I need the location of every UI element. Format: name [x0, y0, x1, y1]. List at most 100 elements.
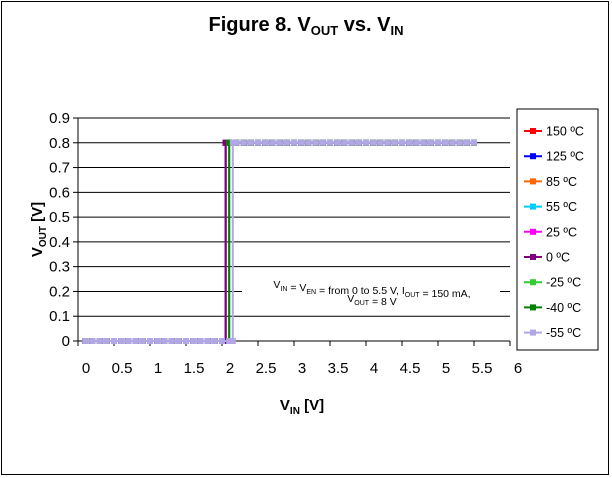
legend-item: -55 ºC	[524, 326, 581, 340]
legend-item: 125 ºC	[524, 150, 584, 164]
series-marker-8	[103, 338, 110, 344]
series-marker-8	[355, 139, 362, 146]
annotation-line-1: VIN = VEN = from 0 to 5.5 V, IOUT = 150 …	[273, 279, 470, 300]
legend-swatch-marker	[530, 329, 536, 336]
x-tick-label: 0.5	[112, 360, 133, 377]
series-marker-8	[262, 139, 269, 146]
y-tick-label: 0.6	[49, 184, 70, 201]
y-tick-label: 0.3	[49, 259, 70, 276]
y-tick-label: 0.2	[49, 283, 70, 300]
series-marker-8	[139, 338, 146, 344]
series-marker-8	[348, 139, 355, 146]
x-tick-label: 0	[82, 360, 90, 377]
x-tick-label: 4	[370, 360, 378, 377]
series-marker-8	[125, 338, 132, 344]
series-marker-8	[420, 139, 427, 146]
series-marker-8	[247, 139, 254, 146]
figure-title-mid: vs. V	[338, 14, 391, 36]
series-marker-8	[442, 139, 449, 146]
series-marker-8	[276, 139, 283, 146]
y-tick-label: 0.4	[49, 234, 70, 251]
x-tick-label: 2.5	[256, 360, 277, 377]
legend-item: -40 ºC	[524, 301, 581, 315]
legend-swatch-marker	[530, 153, 536, 160]
series-marker-8	[219, 338, 225, 344]
series-marker-8	[211, 338, 218, 344]
series-marker-8	[463, 139, 470, 146]
legend-swatch-marker	[530, 178, 536, 185]
legend-swatch-marker	[530, 279, 536, 286]
series-marker-8	[111, 338, 117, 344]
x-tick-label: 3.5	[328, 360, 349, 377]
legend: 150 ºC 125 ºC 85 ºC 55 ºC 25 ºC 0 ºC -25 ºC -40…	[516, 108, 599, 351]
series-marker-8	[319, 139, 326, 146]
series-marker-8	[341, 139, 348, 146]
series-marker-8	[283, 139, 290, 146]
legend-swatch-marker	[530, 254, 536, 260]
legend-label: 150 ºC	[546, 125, 584, 139]
y-tick-labels: 0 0.1 0.2 0.3 0.4 0.5 0.6 0.7 0.8 0.9	[49, 110, 70, 350]
legend-swatch-marker	[530, 128, 536, 134]
legend-item: 55 ºC	[524, 200, 577, 214]
series-marker-8	[269, 139, 276, 146]
series-marker-8	[449, 139, 456, 146]
x-tick-label: 3	[298, 360, 306, 377]
series-marker-8	[240, 139, 247, 146]
x-tick-label: 1	[154, 360, 162, 377]
legend-item: 25 ºC	[524, 225, 577, 239]
series-marker-8	[334, 139, 341, 146]
annotation-line-2: VOUT = 8 V	[347, 293, 397, 308]
legend-label: 125 ºC	[546, 150, 584, 164]
series-marker-8	[255, 139, 261, 146]
axes	[77, 118, 511, 346]
figure-title-sub-out: OUT	[310, 23, 339, 38]
series-marker-8	[132, 338, 139, 344]
legend-item: -25 ºC	[524, 276, 581, 290]
annotation-background	[242, 276, 500, 308]
legend-item: 85 ºC	[524, 175, 577, 189]
series-marker-8	[298, 139, 305, 146]
legend-swatch-marker	[530, 203, 536, 210]
legend-label: 0 ºC	[546, 251, 570, 265]
y-tick-label: 0.5	[49, 209, 70, 226]
x-tick-label: 4.5	[400, 360, 421, 377]
series-marker-8	[471, 139, 477, 146]
series-marker-8	[391, 139, 398, 146]
x-tick-label: 2	[226, 360, 234, 377]
series-marker-8	[226, 338, 233, 344]
series-marker-8	[229, 139, 236, 146]
figure-title-main: Figure 8. V	[208, 14, 311, 36]
series-marker-8	[82, 338, 89, 344]
legend-swatch-marker	[530, 228, 536, 235]
y-tick-label: 0	[62, 333, 70, 350]
series-marker-8	[96, 338, 103, 344]
series-marker-8	[233, 139, 240, 146]
annotation-box: VIN = VEN = from 0 to 5.5 V, IOUT = 150 …	[242, 276, 500, 308]
series-marker-8	[399, 139, 405, 146]
x-axis-title: VIN [V]	[280, 397, 324, 417]
series-marker-8	[183, 338, 189, 344]
legend-label: -55 ºC	[546, 326, 581, 340]
legend-label: 25 ºC	[546, 225, 577, 239]
legend-item: 150 ºC	[524, 125, 584, 139]
series-marker-8	[154, 338, 161, 344]
series-marker-8	[384, 139, 391, 146]
x-tick-label: 1.5	[184, 360, 205, 377]
y-axis-title: VOUT [V]	[29, 202, 49, 257]
series-marker-8	[147, 338, 153, 344]
series-marker-8	[370, 139, 377, 146]
series-marker-8	[175, 338, 182, 344]
y-tick-label: 0.1	[49, 308, 70, 325]
grid-lines	[73, 117, 510, 342]
y-tick-label: 0.7	[49, 160, 70, 177]
x-tick-label: 6	[514, 360, 522, 377]
legend-label: 85 ºC	[546, 175, 577, 189]
series-marker-8	[327, 139, 333, 146]
series-marker-5	[222, 139, 229, 146]
figure-title-sub-in: IN	[390, 23, 404, 38]
series-marker-8	[291, 139, 297, 146]
legend-items: 150 ºC 125 ºC 85 ºC 55 ºC 25 ºC 0 ºC -25 ºC -40…	[524, 125, 584, 340]
series-marker-8	[377, 139, 384, 146]
